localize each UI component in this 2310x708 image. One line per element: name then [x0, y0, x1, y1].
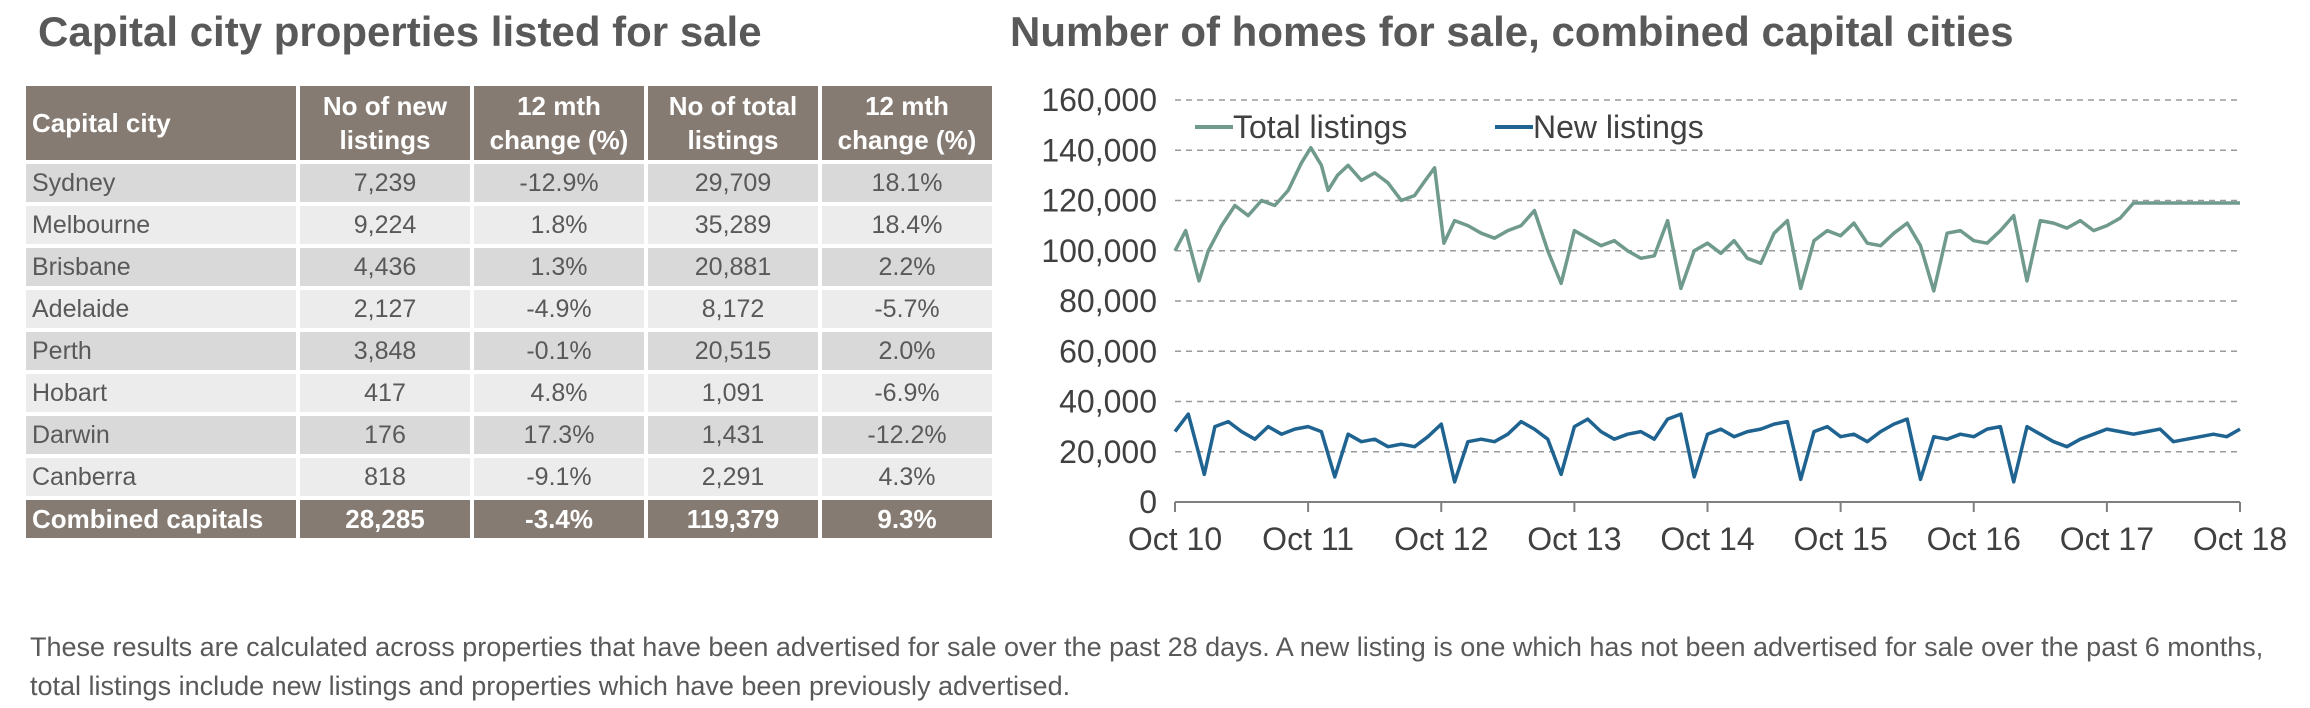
new-change-cell: 4.8% — [474, 374, 644, 412]
total-cell: 2,291 — [648, 458, 818, 496]
listings-line-chart: 0 20,000 40,000 60,000 80,000 100,000 120,000 1… — [1041, 82, 2287, 557]
x-tick-label: Oct 14 — [1660, 521, 1754, 557]
series-line-total-listings — [1173, 145, 2240, 293]
total-cell: 29,709 — [648, 164, 818, 202]
city-cell: Canberra — [26, 458, 296, 496]
new-cell: 176 — [300, 416, 470, 454]
header-new-change: 12 mth change (%) — [474, 86, 644, 160]
header-capital-city: Capital city — [26, 86, 296, 160]
x-tick-label: Oct 18 — [2193, 521, 2287, 557]
city-cell: Adelaide — [26, 290, 296, 328]
new-cell: 417 — [300, 374, 470, 412]
y-tick-label: 160,000 — [1041, 82, 1157, 118]
city-cell: Combined capitals — [26, 500, 296, 538]
new-cell: 7,239 — [300, 164, 470, 202]
y-tick-label: 80,000 — [1059, 283, 1157, 319]
new-change-cell: -9.1% — [474, 458, 644, 496]
y-tick-label: 0 — [1139, 484, 1157, 520]
new-change-cell: -4.9% — [474, 290, 644, 328]
table-row: Hobart 417 4.8% 1,091 -6.9% — [26, 374, 992, 412]
table-header-row: Capital city No of new listings 12 mth c… — [26, 86, 992, 160]
city-cell: Darwin — [26, 416, 296, 454]
total-change-cell: -5.7% — [822, 290, 992, 328]
total-cell: 20,881 — [648, 248, 818, 286]
table-row: Sydney 7,239 -12.9% 29,709 18.1% — [26, 164, 992, 202]
chart-title: Number of homes for sale, combined capit… — [1010, 8, 2014, 55]
header-total-listings: No of total listings — [648, 86, 818, 160]
city-cell: Sydney — [26, 164, 296, 202]
city-cell: Hobart — [26, 374, 296, 412]
new-change-cell: 1.3% — [474, 248, 644, 286]
header-new-listings: No of new listings — [300, 86, 470, 160]
new-change-cell: 17.3% — [474, 416, 644, 454]
table-row: Brisbane 4,436 1.3% 20,881 2.2% — [26, 248, 992, 286]
new-change-cell: -3.4% — [474, 500, 644, 538]
total-cell: 1,431 — [648, 416, 818, 454]
new-change-cell: -12.9% — [474, 164, 644, 202]
footnote: These results are calculated across prop… — [30, 632, 2264, 701]
table-row: Melbourne 9,224 1.8% 35,289 18.4% — [26, 206, 992, 244]
city-cell: Brisbane — [26, 248, 296, 286]
total-cell: 35,289 — [648, 206, 818, 244]
total-change-cell: 18.4% — [822, 206, 992, 244]
table-title: Capital city properties listed for sale — [38, 8, 762, 55]
listings-table: Capital city No of new listings 12 mth c… — [22, 82, 996, 542]
series-line-new-listings — [1173, 412, 2241, 484]
total-cell: 20,515 — [648, 332, 818, 370]
city-cell: Perth — [26, 332, 296, 370]
x-tick-label: Oct 16 — [1927, 521, 2021, 557]
y-tick-label: 100,000 — [1041, 233, 1157, 269]
y-tick-label: 40,000 — [1059, 384, 1157, 420]
total-change-cell: 4.3% — [822, 458, 992, 496]
x-tick-label: Oct 15 — [1793, 521, 1887, 557]
table-row: Canberra 818 -9.1% 2,291 4.3% — [26, 458, 992, 496]
new-cell: 28,285 — [300, 500, 470, 538]
header-total-change: 12 mth change (%) — [822, 86, 992, 160]
legend-label: Total listings — [1233, 109, 1407, 145]
total-change-cell: 9.3% — [822, 500, 992, 538]
new-cell: 9,224 — [300, 206, 470, 244]
new-cell: 818 — [300, 458, 470, 496]
new-change-cell: -0.1% — [474, 332, 644, 370]
x-tick-label: Oct 13 — [1527, 521, 1621, 557]
total-change-cell: -12.2% — [822, 416, 992, 454]
x-tick-label: Oct 10 — [1128, 521, 1222, 557]
y-tick-label: 140,000 — [1041, 132, 1157, 168]
total-cell: 8,172 — [648, 290, 818, 328]
table-row: Perth 3,848 -0.1% 20,515 2.0% — [26, 332, 992, 370]
total-change-cell: -6.9% — [822, 374, 992, 412]
table-row: Adelaide 2,127 -4.9% 8,172 -5.7% — [26, 290, 992, 328]
x-tick-label: Oct 17 — [2060, 521, 2154, 557]
new-cell: 4,436 — [300, 248, 470, 286]
total-change-cell: 2.0% — [822, 332, 992, 370]
total-change-cell: 18.1% — [822, 164, 992, 202]
new-cell: 3,848 — [300, 332, 470, 370]
y-tick-label: 60,000 — [1059, 333, 1157, 369]
legend-label: New listings — [1533, 109, 1704, 145]
table-row: Darwin 176 17.3% 1,431 -12.2% — [26, 416, 992, 454]
y-tick-label: 20,000 — [1059, 434, 1157, 470]
new-change-cell: 1.8% — [474, 206, 644, 244]
x-tick-label: Oct 12 — [1394, 521, 1488, 557]
new-cell: 2,127 — [300, 290, 470, 328]
total-cell: 1,091 — [648, 374, 818, 412]
table-total-row: Combined capitals 28,285 -3.4% 119,379 9… — [26, 500, 992, 538]
total-cell: 119,379 — [648, 500, 818, 538]
x-tick-label: Oct 11 — [1262, 521, 1354, 557]
total-change-cell: 2.2% — [822, 248, 992, 286]
y-tick-label: 120,000 — [1041, 183, 1157, 219]
city-cell: Melbourne — [26, 206, 296, 244]
